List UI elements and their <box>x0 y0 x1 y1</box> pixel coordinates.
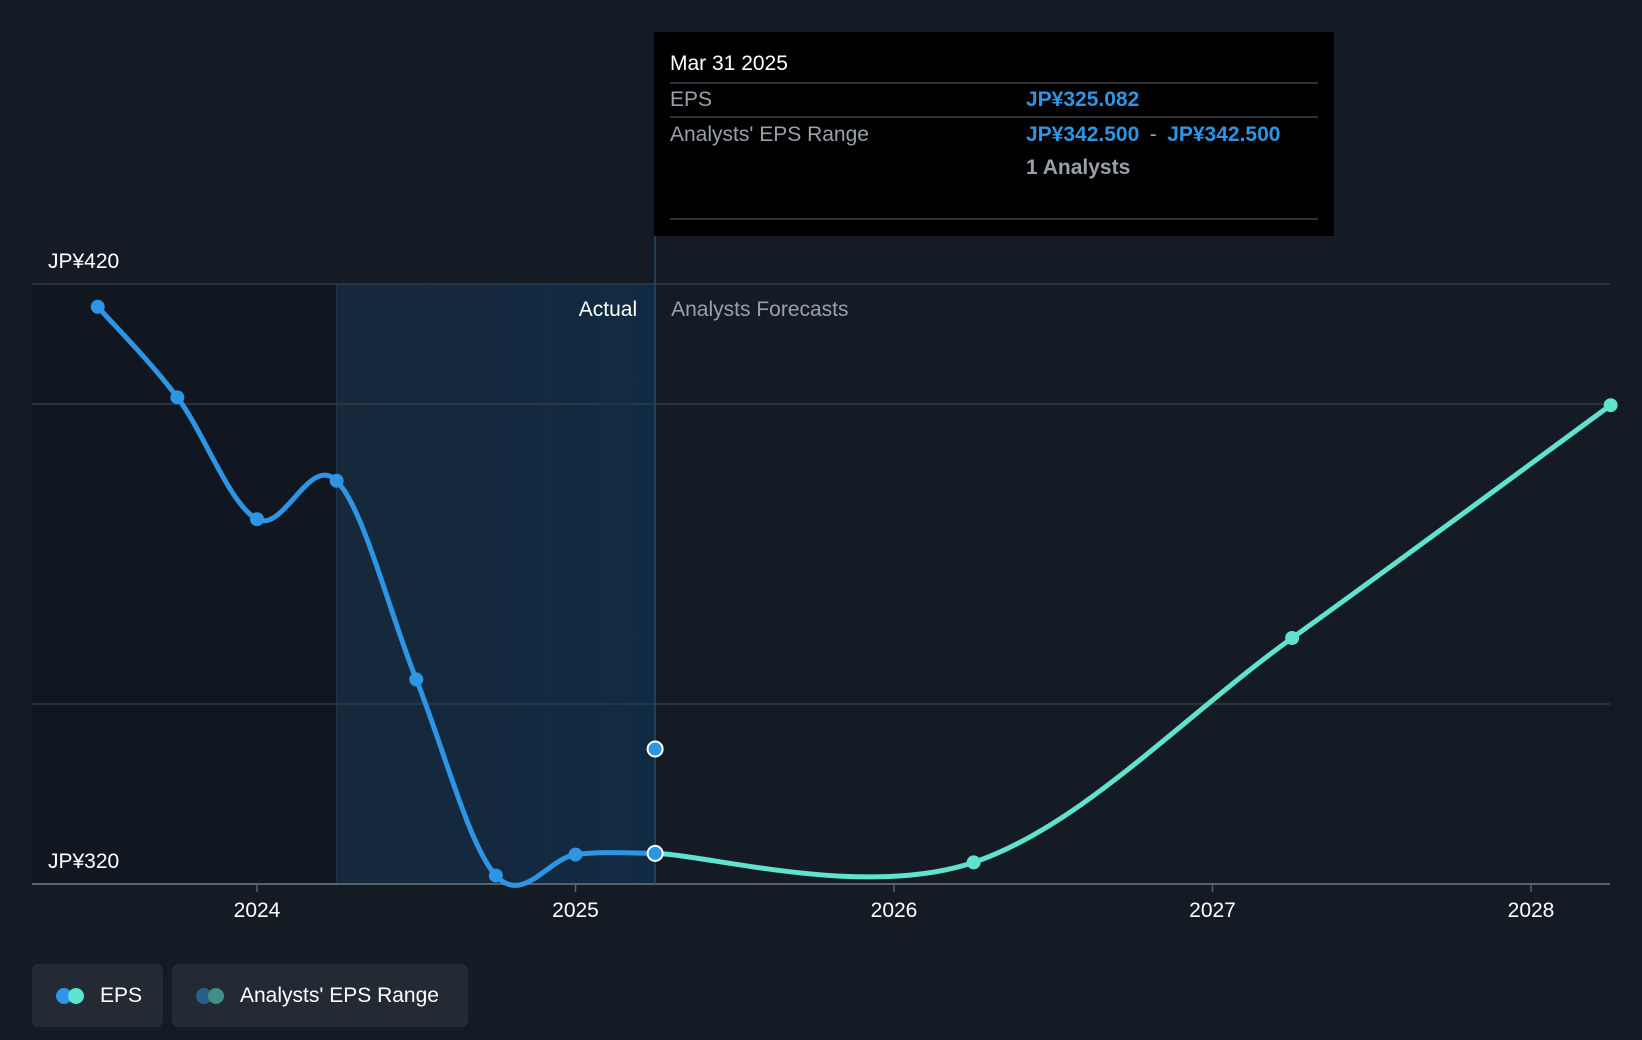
section-label-forecast: Analysts Forecasts <box>671 298 848 321</box>
data-point-actual <box>409 672 424 687</box>
data-point-actual <box>90 299 105 314</box>
data-point-actual <box>568 847 583 862</box>
data-point-actual <box>170 390 185 405</box>
tooltip-range-high: JP¥342.500 <box>1167 123 1280 146</box>
legend-eps-dot-forecast <box>68 987 84 1004</box>
eps-chart-svg: Actual Analysts Forecasts JP¥320 JP¥420 202… <box>32 32 1618 922</box>
y-tick-label: JP¥320 <box>48 850 119 873</box>
tooltip-range-values: JP¥342.500 - JP¥342.500 <box>1026 123 1280 146</box>
legend-range-swatch <box>196 987 226 1004</box>
x-tick-label: 2026 <box>871 899 918 922</box>
tooltip-analysts-count: 1 Analysts <box>1026 156 1130 179</box>
section-label-actual: Actual <box>579 298 637 321</box>
legend-range-dot-forecast <box>208 987 224 1004</box>
legend-item-eps[interactable]: EPS <box>32 964 163 1027</box>
data-point-forecast <box>1285 631 1300 645</box>
legend-item-eps-range[interactable]: Analysts' EPS Range <box>172 964 468 1027</box>
x-tick-label: 2027 <box>1189 899 1236 922</box>
series-line-forecast <box>652 402 1614 880</box>
data-point-actual <box>250 512 264 527</box>
tooltip-eps-label: EPS <box>670 88 712 111</box>
data-point-actual <box>488 868 503 883</box>
tooltip-eps-value: JP¥325.082 <box>1026 88 1139 111</box>
legend-eps-swatch <box>56 987 86 1004</box>
y-tick-label: JP¥420 <box>48 250 119 273</box>
data-point-forecast <box>966 855 981 870</box>
tooltip-range-sep: - <box>1150 123 1157 146</box>
x-tick-label: 2028 <box>1508 899 1555 922</box>
tooltip: Mar 31 2025 EPS JP¥325.082 Analysts' EPS… <box>654 32 1334 236</box>
tooltip-box <box>654 32 1334 236</box>
tooltip-date: Mar 31 2025 <box>670 52 788 75</box>
legend-range-label: Analysts' EPS Range <box>240 983 439 1007</box>
data-point-forecast <box>1603 398 1618 413</box>
data-point-actual <box>329 473 344 488</box>
series-line-actual <box>95 304 658 888</box>
x-tick-label: 2024 <box>234 899 281 922</box>
data-point-actual <box>646 844 664 862</box>
past-region <box>32 284 337 884</box>
tooltip-range-label: Analysts' EPS Range <box>670 123 869 146</box>
tooltip-range-low: JP¥342.500 <box>1026 123 1139 146</box>
analyst-range-point <box>646 740 664 758</box>
x-tick-label: 2025 <box>552 899 599 922</box>
legend-eps-label: EPS <box>100 983 143 1007</box>
actual-highlight-region <box>336 284 656 884</box>
